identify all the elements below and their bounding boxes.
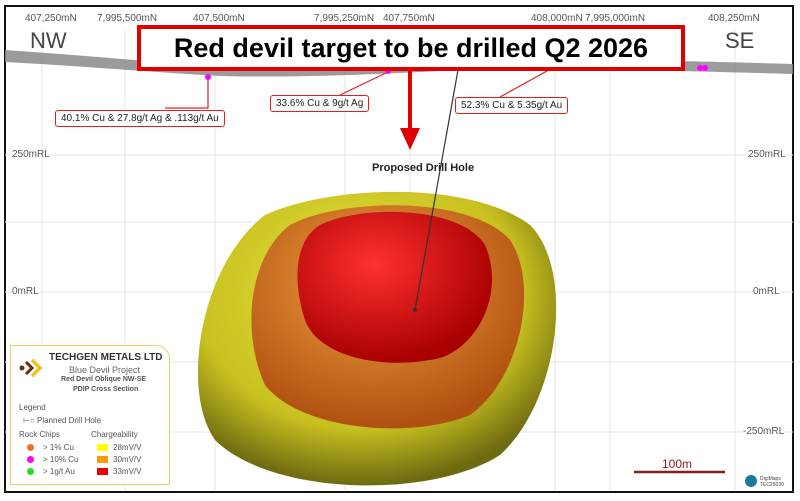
chargeability-heading: Chargeability <box>91 430 138 439</box>
drill-hole-label: Proposed Drill Hole <box>372 162 475 174</box>
assay-callout: 33.6% Cu & 9g/t Ag <box>270 95 370 112</box>
chargeability-33-shell <box>297 211 493 363</box>
rl-label: 250mRL <box>748 149 786 160</box>
drill-hole-legend-item: ⊢○ Planned Drill Hole <box>23 416 101 425</box>
charge-legend-item: 30mV/V <box>97 455 141 464</box>
rock-legend-label: > 10% Cu <box>43 455 79 464</box>
digimaps-logo-text: DigiMaps TEC25030 <box>760 476 784 488</box>
charge-legend-item: 28mV/V <box>97 443 141 452</box>
proposed-drill-hole-trace <box>414 69 459 311</box>
legend-box: TECHGEN METALS LTD Blue Devil Project Re… <box>10 345 170 485</box>
magenta-dot-icon <box>27 456 34 464</box>
rock-legend-item: > 1g/t Au <box>27 467 75 476</box>
legend-heading: Legend <box>19 403 46 412</box>
orange-swatch <box>97 456 108 464</box>
direction-nw: NW <box>30 28 67 53</box>
charge-legend-item: 33mV/V <box>97 467 141 476</box>
digimaps-logo-icon <box>745 475 757 487</box>
yellow-swatch <box>97 444 108 452</box>
scale-label: 100m <box>662 457 693 471</box>
charge-legend-label: 28mV/V <box>113 443 142 452</box>
tick-label: 408,250mN <box>708 13 760 24</box>
rock-legend-label: > 1g/t Au <box>43 467 75 476</box>
tick-label: 407,750mN <box>383 13 435 24</box>
rl-label: 0mRL <box>12 286 39 297</box>
charge-legend-label: 33mV/V <box>113 467 142 476</box>
headline-banner: Red devil target to be drilled Q2 2026 <box>137 25 685 71</box>
rock-legend-label: > 1% Cu <box>43 443 74 452</box>
tick-label: 7,995,250mN <box>314 13 375 24</box>
techgen-logo-icon <box>19 358 43 378</box>
company-name: TECHGEN METALS LTD <box>49 352 163 363</box>
rl-label: 0mRL <box>753 286 780 297</box>
callout-leaders <box>165 65 557 109</box>
assay-callout: 52.3% Cu & 5.35g/t Au <box>455 97 569 114</box>
rl-label: 250mRL <box>12 149 50 160</box>
project-name: Blue Devil Project <box>69 365 141 375</box>
section-name: Red Devil Oblique NW-SE <box>61 376 147 383</box>
direction-se: SE <box>725 28 755 53</box>
green-dot-icon <box>27 468 34 476</box>
orange-dot-icon <box>27 444 34 452</box>
charge-legend-label: 30mV/V <box>113 455 142 464</box>
assay-callout: 40.1% Cu & 27.8g/t Ag & .113g/t Au <box>55 110 225 127</box>
rock-chips-heading: Rock Chips <box>19 430 60 439</box>
tick-label: 408,000mN <box>531 13 583 24</box>
red-swatch <box>97 468 108 476</box>
rock-legend-item: > 1% Cu <box>27 443 74 452</box>
arrow-head <box>400 128 420 150</box>
tick-label: 7,995,500mN <box>97 13 158 24</box>
tick-label: 407,250mN <box>25 13 77 24</box>
drill-hole-end <box>413 308 417 312</box>
tick-label: 7,995,000mN <box>585 13 646 24</box>
drill-hole-legend-label: Planned Drill Hole <box>37 416 102 425</box>
tick-label: 407,500mN <box>193 13 245 24</box>
rl-label: -250mRL <box>743 426 785 437</box>
drill-hole-symbol-icon: ⊢○ <box>23 416 38 425</box>
rock-legend-item: > 10% Cu <box>27 455 78 464</box>
section-type: PDIP Cross Section <box>73 386 139 393</box>
